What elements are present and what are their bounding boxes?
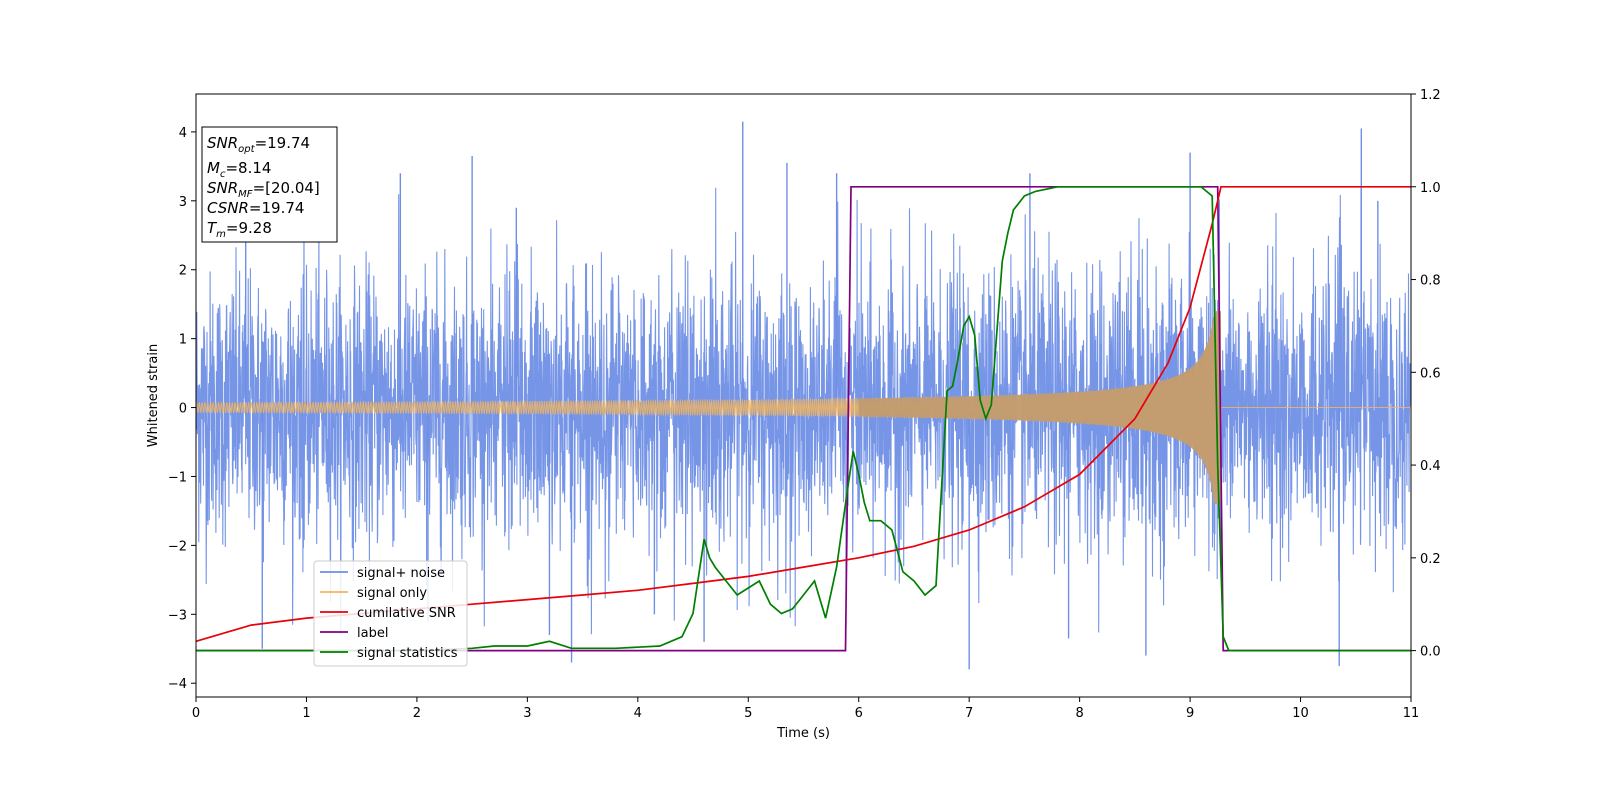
legend-entry: label: [357, 626, 388, 641]
y2-tick-label: 0.8: [1420, 274, 1441, 289]
annotation-symbol: T: [207, 219, 218, 237]
series-signal-statistics: [196, 185, 1411, 652]
annotation-line: CSNR=19.74: [207, 199, 304, 217]
y-tick-label: 4: [179, 126, 187, 141]
annotation-box: SNRopt=19.74Mc=8.14SNRMF=[20.04]CSNR=19.…: [201, 126, 338, 243]
annotation-subscript: opt: [238, 144, 255, 155]
y-tick-label: 0: [179, 402, 187, 417]
legend-entry: cumilative SNR: [357, 606, 456, 621]
y-tick-label: 1: [179, 333, 187, 348]
x-tick-label: 3: [523, 706, 531, 721]
y2-tick-label: 1.2: [1420, 88, 1441, 103]
y2-tick-label: 1.0: [1420, 181, 1441, 196]
legend-frame: [313, 560, 468, 667]
y-tick-label: −1: [168, 470, 187, 485]
x-tick-label: 9: [1186, 706, 1194, 721]
y-tick-label: −3: [168, 608, 187, 623]
x-tick-label: 4: [634, 706, 642, 721]
x-tick-label: 0: [192, 706, 200, 721]
y2-tick-label: 0.6: [1420, 366, 1441, 381]
annotation-subscript: m: [216, 229, 226, 240]
signal-envelope: [858, 311, 1221, 504]
x-tick-label: 11: [1403, 706, 1420, 721]
x-tick-label: 8: [1075, 706, 1083, 721]
annotation-value: =[20.04]: [253, 179, 320, 197]
y-tick-label: −2: [168, 539, 187, 554]
y2-tick-label: 0.0: [1420, 645, 1441, 660]
annotation-subscript: MF: [238, 189, 253, 200]
legend-entry: signal only: [357, 586, 427, 601]
plot-frame: [195, 93, 1412, 698]
y-axis-label: Whitened strain: [146, 344, 161, 447]
annotation-value: =9.28: [226, 219, 272, 237]
annotation-line: Mc=8.14: [207, 159, 271, 180]
annotation-line: Tm=9.28: [207, 219, 272, 240]
annotation-value: =8.14: [225, 159, 271, 177]
x-tick-label: 10: [1292, 706, 1309, 721]
y2-tick-label: 0.2: [1420, 552, 1441, 567]
y-tick-label: −4: [168, 677, 187, 692]
x-tick-label: 6: [855, 706, 863, 721]
annotation-line: SNRopt=19.74: [207, 134, 310, 155]
signal-layer: [195, 311, 1411, 504]
x-tick-label: 5: [744, 706, 752, 721]
annotation-symbol: CSNR: [207, 199, 249, 217]
annotation-symbol: SNR: [207, 179, 238, 197]
x-axis-label: Time (s): [776, 726, 830, 741]
annotation-symbol: M: [207, 159, 220, 177]
legend: signal+ noise signal only cumilative SNR la…: [313, 560, 468, 667]
x-tick-label: 1: [302, 706, 310, 721]
annotation-symbol: SNR: [207, 134, 238, 152]
x-tick-label: 7: [965, 706, 973, 721]
axes-layer: 0 1 2 3 4 5 6 7 8 9 10 11 −4 −3 −2 −1 0 1 2 3 4 0.0 0.2 0.4 0.6 0…: [168, 88, 1441, 721]
annotation-line: SNRMF=[20.04]: [207, 179, 320, 200]
annotation-frame: [201, 126, 338, 243]
annotation-subscript: c: [220, 169, 226, 180]
legend-entry: signal+ noise: [357, 566, 445, 581]
x-tick-label: 2: [413, 706, 421, 721]
legend-entry: signal statistics: [357, 646, 458, 661]
y2-tick-label: 0.4: [1420, 459, 1441, 474]
y-tick-label: 3: [179, 195, 187, 210]
annotation-value: =19.74: [249, 199, 305, 217]
annotation-value: =19.74: [255, 134, 311, 152]
y-tick-label: 2: [179, 264, 187, 279]
